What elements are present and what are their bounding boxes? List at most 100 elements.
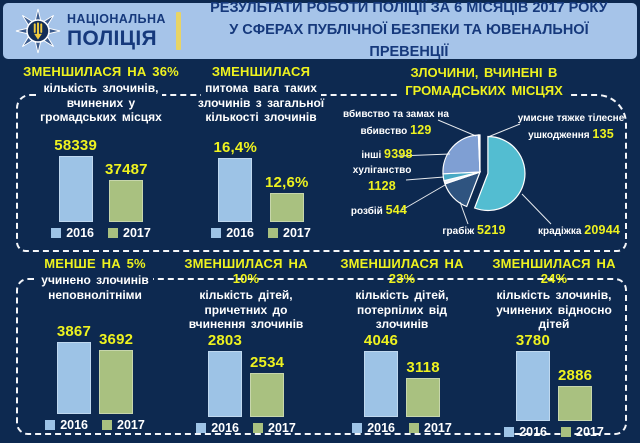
legend-2016: 2016 — [196, 421, 239, 435]
legend-2017: 2017 — [108, 226, 151, 240]
pie-label-robbery: розбій 544 — [350, 203, 408, 217]
bar-value: 3692 — [99, 331, 134, 348]
chart-legend: 2016 2017 — [51, 226, 151, 240]
chart-legend: 2016 2017 — [196, 421, 296, 435]
bar-2016: 16,4% — [213, 139, 257, 222]
legend-swatch-2017 — [268, 228, 278, 238]
panel-crimes-against-children: ЗМЕНШИЛАСЯ НА 24% кількість злочинів, уч… — [480, 256, 628, 439]
chart-legend: 2016 2017 — [352, 421, 452, 435]
panel-subtitle: кількість злочинів, вчинених у громадськ… — [36, 81, 166, 125]
pie-label-grab: грабіж 5219 — [442, 223, 506, 237]
bar-rect-2016 — [58, 156, 93, 222]
panel-title: МЕНШЕ НА 5% — [44, 256, 146, 271]
chart-legend: 2016 2017 — [211, 226, 311, 240]
bar-rect-2017 — [99, 350, 134, 414]
bar-value: 37487 — [105, 161, 148, 178]
legend-swatch-2016 — [51, 228, 62, 238]
chart-legend: 2016 2017 — [45, 418, 145, 432]
bar-rect-2017 — [109, 180, 144, 222]
legend-2016: 2016 — [51, 226, 94, 240]
bar-chart: 58339 37487 — [54, 137, 148, 222]
bar-2016: 2803 — [208, 332, 242, 417]
bar-rect-2016 — [218, 158, 253, 222]
header: НАЦІОНАЛЬНА ПОЛІЦІЯ РЕЗУЛЬТАТИ РОБОТИ ПО… — [3, 0, 637, 60]
legend-swatch-2016 — [45, 420, 56, 430]
bar-value: 3118 — [406, 358, 440, 376]
legend-swatch-2016 — [352, 422, 363, 433]
panel-subtitle: питома вага таких злочинів з загальної к… — [193, 81, 329, 125]
legend-2017: 2017 — [268, 226, 311, 240]
panel-title: ЗМЕНШИЛАСЯ НА 24% — [492, 256, 616, 286]
bar-2017: 2534 — [250, 353, 285, 417]
bar-value: 2803 — [207, 331, 242, 349]
bar-2017: 37487 — [105, 161, 148, 222]
panel-subtitle: учинено злочинів неповнолітніми — [37, 273, 153, 303]
pie-label-murder: вбивство та замах на вбивство 129 — [342, 109, 449, 137]
bar-2016: 3867 — [57, 323, 91, 414]
legend-2016: 2016 — [211, 226, 254, 240]
bar-rect-2016 — [56, 342, 91, 414]
bar-chart: 16,4% 12,6% — [213, 139, 308, 222]
legend-2017: 2017 — [253, 421, 296, 435]
page-title-line2: У СФЕРАХ ПУБЛІЧНОЇ БЕЗПЕКИ ТА ЮВЕНАЛЬНОЇ… — [229, 22, 589, 60]
page-title: РЕЗУЛЬТАТИ РОБОТИ ПОЛІЦІЇ ЗА 6 МІСЯЦІВ 2… — [191, 0, 637, 64]
bar-rect-2016 — [363, 350, 398, 417]
panel-subtitle: кількість дітей, причетних до вчинення з… — [184, 288, 308, 332]
panel-children-involved: ЗМЕНШИЛАСЯ НА 10% кількість дітей, приче… — [170, 256, 322, 435]
org-name-line1: НАЦІОНАЛЬНА — [67, 12, 166, 27]
bar-value: 3780 — [515, 331, 550, 349]
legend-swatch-2016 — [211, 228, 222, 238]
pie-chart — [397, 119, 552, 225]
legend-2016: 2016 — [504, 425, 547, 439]
pie-slice-kradizhka — [473, 135, 526, 212]
panel-juvenile-offenders: МЕНШЕ НА 5% учинено злочинів неповнолітн… — [22, 256, 168, 434]
bar-value: 58339 — [54, 137, 97, 154]
panel-public-crimes: ЗМЕНШИЛАСЯ НА 36% кількість злочинів, вч… — [22, 64, 180, 242]
legend-swatch-2017 — [409, 422, 419, 433]
bar-rect-2017 — [269, 193, 304, 222]
legend-swatch-2017 — [108, 228, 118, 238]
page-title-line1: РЕЗУЛЬТАТИ РОБОТИ ПОЛІЦІЇ ЗА 6 МІСЯЦІВ 2… — [210, 0, 608, 17]
bar-2017: 2886 — [558, 367, 593, 421]
legend-2017: 2017 — [102, 418, 145, 432]
bar-2016: 58339 — [54, 137, 97, 222]
pie-title: ЗЛОЧИНИ, ВЧИНЕНІ В ГРОМАДСЬКИХ МІСЦЯХ — [338, 64, 630, 100]
legend-swatch-2017 — [102, 420, 112, 430]
legend-2016: 2016 — [45, 418, 88, 432]
bar-rect-2017 — [250, 372, 285, 417]
pie-leader-lines — [397, 119, 552, 225]
top-group-border — [16, 94, 627, 252]
org-name: НАЦІОНАЛЬНА ПОЛІЦІЯ — [67, 13, 166, 49]
bar-2017: 3118 — [406, 358, 441, 417]
bar-value: 12,6% — [265, 174, 309, 191]
pie-slice-ushkodzhennia — [478, 134, 481, 173]
bottom-group-border — [16, 278, 627, 435]
legend-swatch-2017 — [253, 422, 263, 433]
panel-title: ЗМЕНШИЛАСЯ НА 23% — [340, 256, 464, 286]
panel-crime-share: ЗМЕНШИЛАСЯ питома вага таких злочинів з … — [186, 64, 336, 242]
bar-rect-2016 — [515, 350, 550, 421]
panel-public-place-crimes-pie: ЗЛОЧИНИ, ВЧИНЕНІ В ГРОМАДСЬКИХ МІСЦЯХ вб… — [338, 64, 630, 250]
bar-2016: 3780 — [516, 332, 550, 421]
legend-2017: 2017 — [409, 421, 452, 435]
chart-legend: 2016 2017 — [504, 425, 604, 439]
panel-title: ЗМЕНШИЛАСЯ НА 36% — [23, 64, 179, 79]
panel-subtitle: кількість злочинів, учинених відносно ді… — [492, 288, 616, 332]
bar-chart: 2803 2534 — [208, 332, 285, 417]
bar-2017: 3692 — [99, 331, 134, 414]
org-name-line2: ПОЛІЦІЯ — [67, 26, 157, 50]
bar-chart: 4046 3118 — [364, 332, 441, 417]
bar-rect-2016 — [207, 350, 242, 417]
bar-2016: 4046 — [364, 332, 398, 417]
legend-2016: 2016 — [352, 421, 395, 435]
legend-2017: 2017 — [561, 425, 604, 439]
bar-chart: 3867 3692 — [57, 323, 134, 414]
pie-label-theft: крадіжка 20944 — [537, 223, 620, 237]
pie-label-other: інші 9398 — [361, 147, 413, 161]
panel-child-victims: ЗМЕНШИЛАСЯ НА 23% кількість дітей, потер… — [328, 256, 476, 435]
header-divider — [175, 12, 181, 50]
bar-value: 3867 — [56, 323, 91, 340]
bar-value: 2534 — [250, 353, 285, 371]
bar-chart: 3780 2886 — [516, 332, 593, 421]
